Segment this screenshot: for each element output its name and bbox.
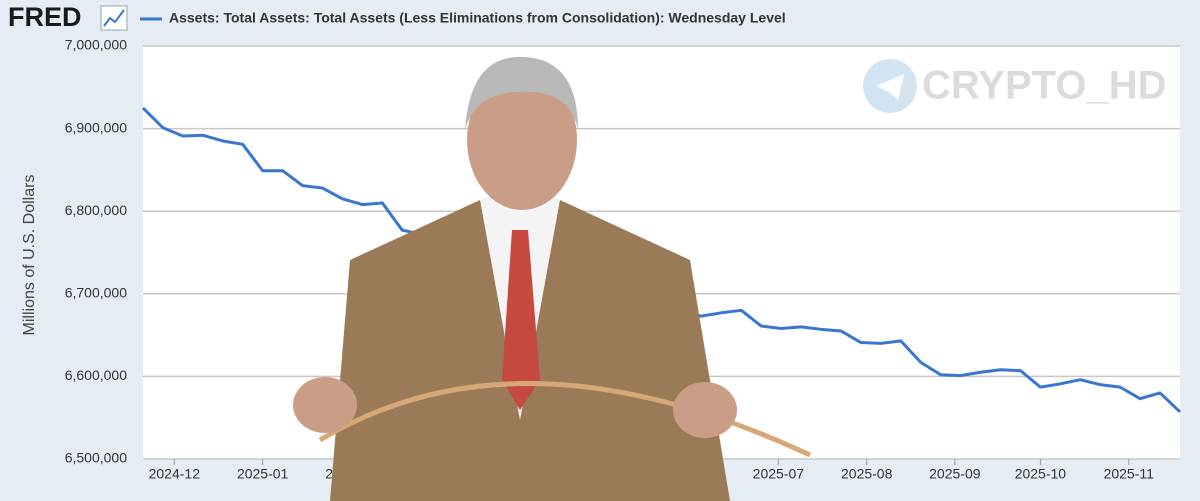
watermark: CRYPTO_HD (863, 59, 1167, 113)
x-tick-label: 2025-08 (841, 466, 893, 482)
legend-label: Assets: Total Assets: Total Assets (Less… (169, 10, 786, 26)
y-tick-label: 6,900,000 (65, 119, 127, 135)
y-tick-label: 6,700,000 (65, 285, 127, 301)
x-tick-label: 2025-09 (929, 466, 981, 482)
y-tick-label: 7,000,000 (65, 37, 127, 53)
x-tick-label: 2025-07 (753, 466, 805, 482)
logo: FRED (8, 2, 82, 32)
y-axis-label: Millions of U.S. Dollars (21, 175, 38, 336)
photo-overlay (293, 56, 812, 501)
x-tick-label: 2024-12 (149, 466, 201, 482)
x-tick-label: 2025-11 (1104, 466, 1155, 482)
x-tick-label: 2025-10 (1015, 466, 1067, 482)
x-tick-label: 2025-01 (237, 466, 289, 482)
y-tick-label: 6,800,000 (65, 202, 127, 218)
y-tick-label: 6,500,000 (65, 450, 127, 466)
logo-icon (100, 5, 128, 31)
watermark-text: CRYPTO_HD (922, 64, 1167, 108)
y-tick-label: 6,600,000 (65, 367, 127, 383)
